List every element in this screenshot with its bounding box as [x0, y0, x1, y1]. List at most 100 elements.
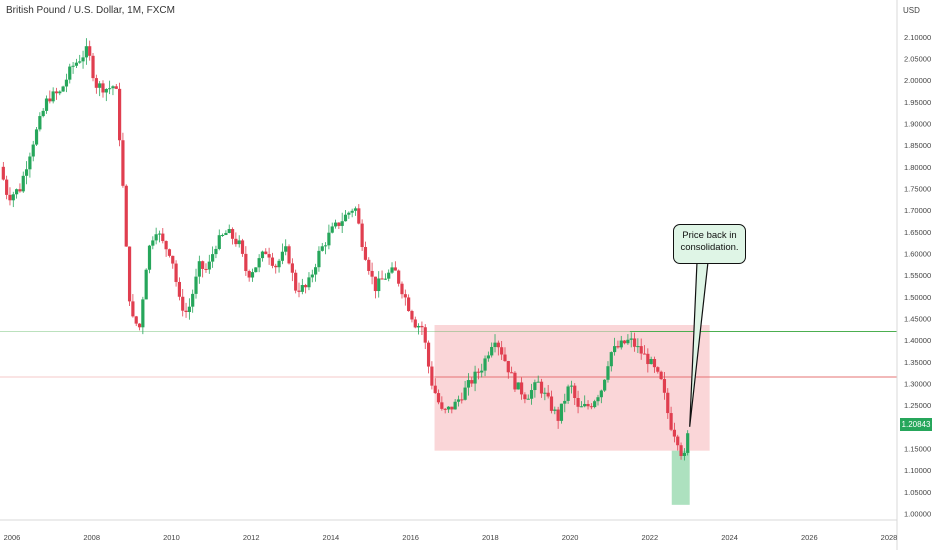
candle-body: [98, 83, 102, 88]
candle-body: [566, 386, 570, 401]
last-price-tag: 1.20843: [900, 418, 932, 431]
candle-body: [18, 189, 22, 192]
candle-body: [360, 223, 364, 247]
candle-body: [137, 323, 142, 328]
candle-body: [161, 233, 165, 242]
candle-body: [177, 281, 181, 297]
candle-body: [596, 397, 600, 402]
annotation-callout[interactable]: Price back in consolidation.: [673, 224, 746, 264]
candle-body: [151, 240, 155, 246]
candle-body: [556, 409, 560, 421]
y-tick-label: 1.10000: [904, 466, 931, 475]
candle-body: [280, 251, 284, 261]
candle-body: [157, 233, 162, 235]
candle-body: [154, 234, 158, 241]
y-tick-label: 1.95000: [904, 98, 931, 107]
candle-body: [583, 403, 587, 407]
candle-body: [662, 379, 667, 393]
consolidation-zone: [434, 325, 710, 451]
y-tick-label: 2.00000: [904, 76, 931, 85]
candle-body: [191, 293, 195, 307]
candle-body: [642, 353, 647, 355]
candle-body: [1, 166, 5, 180]
candle-body: [672, 429, 677, 437]
candle-body: [184, 310, 188, 313]
candle-body: [526, 398, 530, 400]
candle-body: [68, 66, 72, 80]
candle-body: [121, 140, 125, 186]
candle-body: [606, 366, 610, 380]
candle-body: [327, 232, 331, 246]
candle-body: [632, 338, 637, 347]
candle-body: [214, 248, 218, 255]
candle-body: [496, 342, 500, 348]
candle-body: [383, 278, 387, 280]
candle-body: [8, 194, 12, 201]
candle-body: [24, 169, 29, 176]
candle-body: [174, 263, 178, 282]
x-tick-label: 2024: [721, 533, 738, 542]
candle-body: [413, 319, 417, 328]
candle-body: [493, 342, 497, 348]
candle-body: [486, 355, 490, 359]
candle-body: [483, 358, 487, 371]
candle-body: [490, 347, 494, 356]
candle-body: [559, 403, 564, 421]
candle-body: [579, 406, 583, 408]
candle-body: [390, 267, 394, 273]
candle-body: [589, 406, 593, 408]
candle-body: [659, 371, 663, 380]
candle-body: [317, 250, 321, 268]
y-tick-label: 1.70000: [904, 206, 931, 215]
candle-body: [609, 352, 613, 367]
candle-body: [61, 86, 65, 92]
candle-body: [403, 294, 407, 298]
y-tick-label: 1.35000: [904, 358, 931, 367]
candle-body: [108, 88, 112, 90]
candle-body: [124, 185, 128, 247]
candle-body: [603, 379, 607, 391]
candle-body: [224, 232, 228, 235]
x-tick-label: 2012: [243, 533, 260, 542]
candle-body: [440, 402, 444, 409]
candle-body: [536, 381, 540, 383]
candle-body: [460, 399, 464, 401]
candle-body: [74, 62, 79, 66]
candle-body: [553, 409, 557, 411]
candle-body: [147, 245, 152, 270]
candle-body: [503, 354, 507, 362]
candle-body: [613, 346, 617, 353]
candle-body: [529, 390, 534, 399]
candle-body: [519, 382, 524, 395]
y-tick-label: 1.65000: [904, 228, 931, 237]
candle-body: [629, 338, 633, 340]
candle-body: [470, 380, 474, 384]
y-tick-label: 1.05000: [904, 488, 931, 497]
candle-body: [314, 267, 318, 275]
candle-body: [599, 390, 603, 398]
candle-body: [353, 208, 358, 211]
candle-body: [343, 214, 348, 222]
candle-body: [114, 86, 118, 89]
candle-body: [417, 325, 421, 328]
candle-body: [294, 272, 298, 291]
candle-body: [197, 261, 201, 277]
candle-body: [330, 226, 334, 233]
candle-body: [71, 65, 75, 67]
candle-body: [546, 392, 550, 397]
candle-body: [340, 221, 344, 226]
candle-body: [81, 57, 85, 62]
y-tick-label: 2.05000: [904, 55, 931, 64]
candle-body: [260, 251, 265, 259]
x-tick-label: 2008: [83, 533, 100, 542]
candle-body: [287, 246, 291, 264]
candle-body: [244, 253, 248, 272]
candle-body: [58, 91, 62, 94]
candle-body: [111, 86, 115, 89]
candle-body: [250, 272, 255, 278]
y-tick-label: 1.50000: [904, 293, 931, 302]
candle-body: [304, 285, 308, 288]
x-tick-label: 2016: [402, 533, 419, 542]
candle-body: [622, 340, 627, 344]
